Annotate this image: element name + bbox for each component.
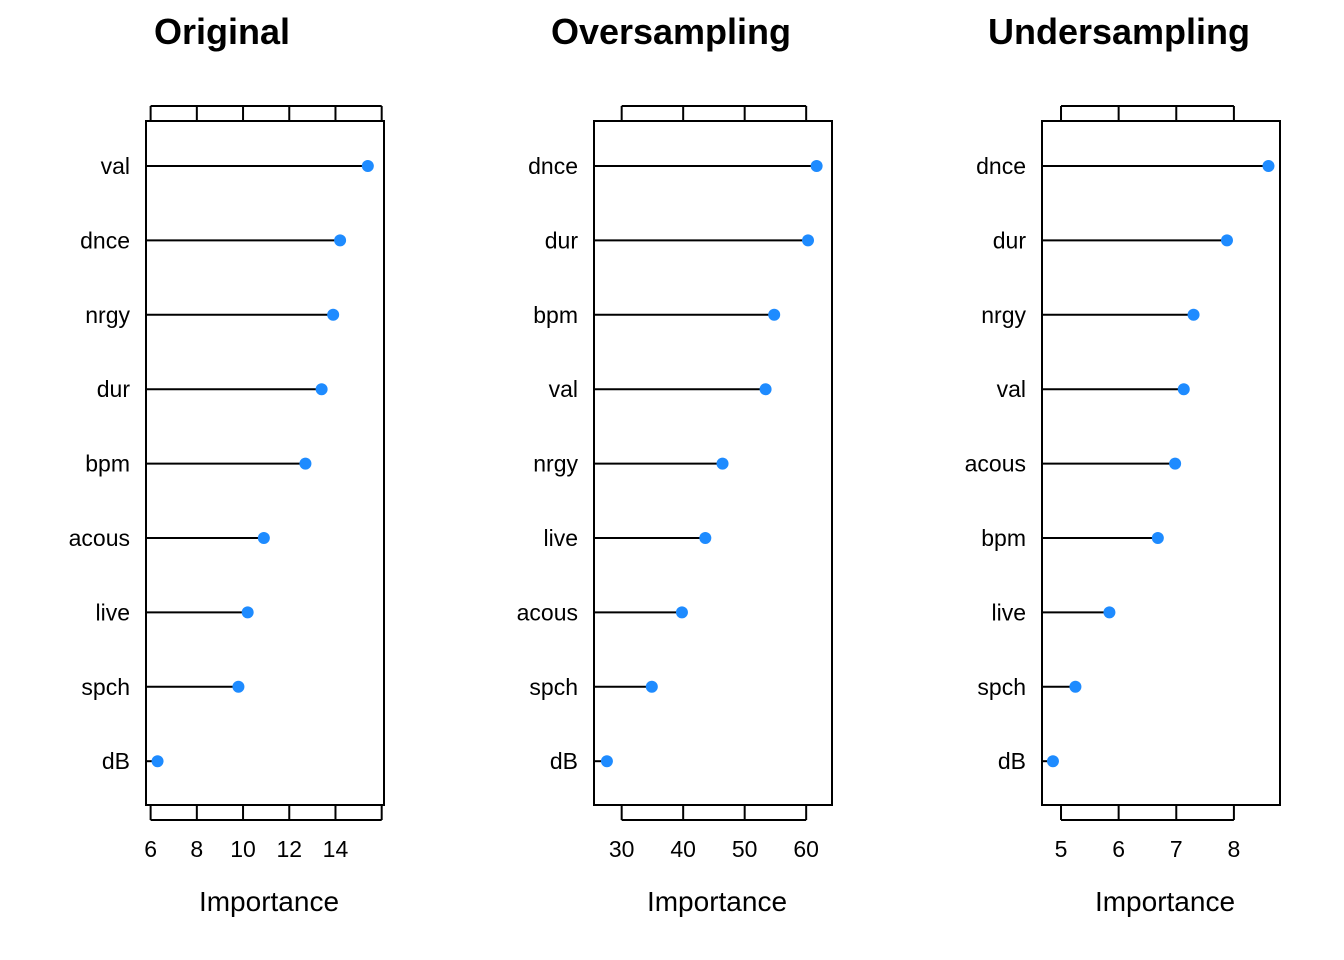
data-point [334, 234, 347, 247]
x-axis-title: Importance [1095, 886, 1235, 917]
category-label: bpm [981, 525, 1026, 551]
data-point [257, 532, 270, 544]
x-tick-label: 5 [1055, 836, 1068, 862]
data-point [1069, 680, 1082, 693]
category-label: acous [517, 599, 578, 625]
category-label: spch [529, 674, 578, 700]
category-label: dB [102, 748, 130, 774]
data-point [1177, 383, 1190, 396]
category-label: live [991, 599, 1026, 625]
category-label: live [95, 599, 130, 625]
category-label: dB [998, 748, 1026, 774]
data-point [1262, 160, 1275, 172]
data-point [716, 457, 729, 470]
category-label: spch [81, 674, 130, 700]
category-label: bpm [533, 302, 578, 328]
data-point [1220, 234, 1233, 247]
category-label: dB [550, 748, 578, 774]
x-tick-label: 8 [190, 836, 203, 862]
data-point [699, 532, 712, 544]
x-tick-label: 40 [670, 836, 696, 862]
category-label: acous [69, 525, 130, 551]
category-label: nrgy [533, 451, 578, 477]
x-axis-title: Importance [199, 886, 339, 917]
data-point [1169, 457, 1182, 470]
category-label: nrgy [85, 302, 130, 328]
data-point [1103, 606, 1116, 619]
x-tick-label: 60 [793, 836, 819, 862]
data-point [759, 383, 772, 396]
category-label: live [543, 525, 578, 551]
data-point [327, 308, 340, 321]
panel-title: Undersampling [988, 11, 1250, 52]
data-point [151, 755, 164, 768]
data-point [600, 755, 613, 768]
category-label: acous [965, 451, 1026, 477]
category-label: dur [97, 376, 131, 402]
category-label: bpm [85, 451, 130, 477]
data-point [299, 457, 312, 470]
x-tick-label: 12 [276, 836, 302, 862]
data-point [361, 160, 374, 172]
x-tick-label: 10 [230, 836, 256, 862]
x-tick-label: 30 [609, 836, 635, 862]
x-axis-title: Importance [647, 886, 787, 917]
data-point [802, 234, 815, 247]
panel-title: Oversampling [551, 11, 791, 52]
category-label: spch [977, 674, 1026, 700]
data-point [232, 680, 245, 693]
x-tick-label: 7 [1170, 836, 1183, 862]
data-point [241, 606, 254, 619]
category-label: nrgy [981, 302, 1026, 328]
data-point [675, 606, 688, 619]
data-point [645, 680, 658, 693]
data-point [810, 160, 823, 172]
x-tick-label: 14 [323, 836, 349, 862]
category-label: dnce [80, 227, 130, 253]
panel-title: Original [154, 11, 290, 52]
data-point [768, 308, 781, 321]
category-label: dur [545, 227, 579, 253]
x-tick-label: 6 [1112, 836, 1125, 862]
category-label: val [997, 376, 1026, 402]
x-tick-label: 6 [144, 836, 157, 862]
category-label: dnce [976, 153, 1026, 179]
x-tick-label: 8 [1227, 836, 1240, 862]
panel-undersampling: Undersampling 5 6 7 8 Importance dnce dur nrgy va… [965, 11, 1281, 917]
data-point [1187, 308, 1200, 321]
panel-original: Original 6 8 10 12 14 Importance val dnce nrgy dur… [69, 11, 385, 917]
data-point [315, 383, 328, 396]
category-label: dnce [528, 153, 578, 179]
category-label: val [101, 153, 130, 179]
category-label: dur [993, 227, 1027, 253]
data-point [1151, 532, 1164, 544]
data-point [1046, 755, 1059, 768]
category-label: val [549, 376, 578, 402]
x-tick-label: 50 [732, 836, 758, 862]
